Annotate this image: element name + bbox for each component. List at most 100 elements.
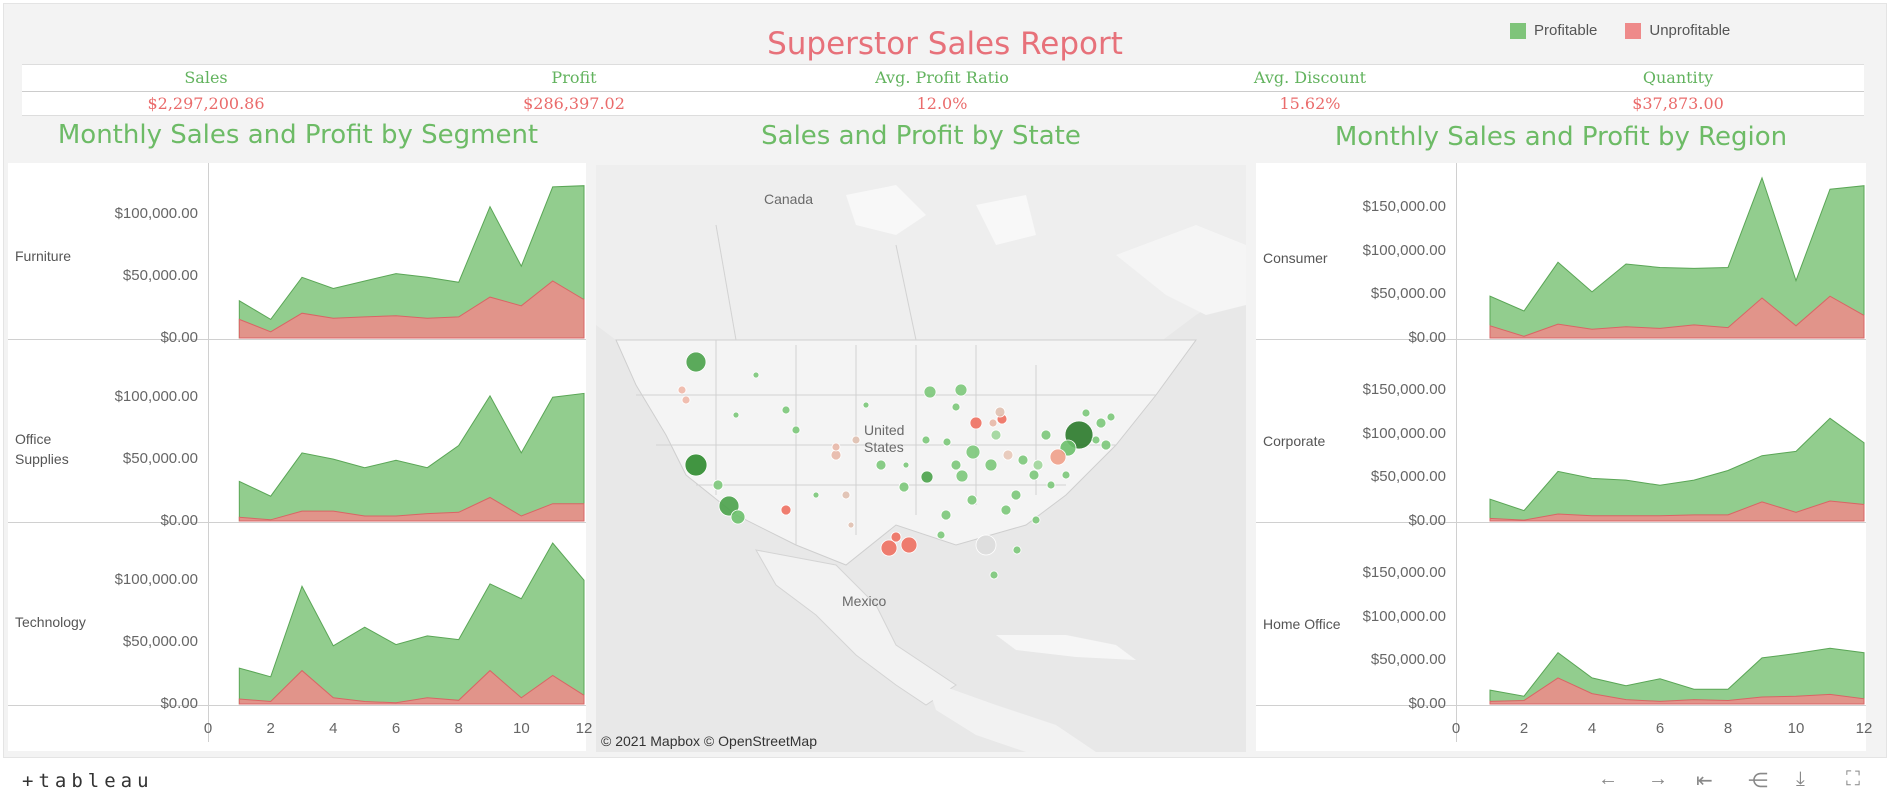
state-marker[interactable] [1032, 459, 1044, 471]
state-marker[interactable] [1095, 417, 1107, 429]
color-legend[interactable]: Profitable Unprofitable [1510, 22, 1730, 39]
state-marker[interactable] [990, 429, 1002, 441]
state-marker[interactable] [1040, 429, 1052, 441]
download-icon[interactable]: ⤓ [1796, 768, 1805, 790]
state-marker[interactable] [965, 444, 981, 460]
state-marker[interactable] [831, 442, 841, 452]
state-marker[interactable] [921, 435, 931, 445]
state-marker[interactable] [851, 435, 861, 445]
tableau-logo[interactable]: +tableau [22, 770, 154, 792]
area-plot[interactable] [8, 163, 586, 742]
state-marker[interactable] [1031, 515, 1041, 525]
state-marker[interactable] [812, 491, 820, 499]
state-marker[interactable] [875, 459, 887, 471]
state-marker[interactable] [677, 385, 687, 395]
state-marker[interactable] [1106, 412, 1116, 422]
area-plot[interactable] [1256, 163, 1866, 742]
kpi-avg-discount[interactable]: Avg. Discount 15.62% [1126, 65, 1494, 113]
state-marker[interactable] [685, 351, 707, 373]
state-marker[interactable] [880, 539, 898, 557]
state-marker[interactable] [780, 504, 792, 516]
fullscreen-icon[interactable]: ⛶ [1846, 768, 1860, 790]
kpi-quantity[interactable]: Quantity $37,873.00 [1494, 65, 1862, 113]
map-attribution[interactable]: © 2021 Mapbox © OpenStreetMap [601, 733, 817, 749]
state-marker[interactable] [969, 416, 983, 430]
state-marker[interactable] [730, 509, 746, 525]
area-unprofitable[interactable] [1489, 677, 1865, 705]
area-plot[interactable] [8, 163, 586, 742]
undo-icon[interactable]: ← [1598, 768, 1618, 790]
area-profitable[interactable] [238, 392, 585, 522]
state-marker[interactable] [847, 521, 855, 529]
state-marker[interactable] [902, 461, 910, 469]
kpi-profit[interactable]: Profit $286,397.02 [390, 65, 758, 113]
state-marker[interactable] [975, 534, 997, 556]
state-marker[interactable] [994, 406, 1006, 418]
legend-item-unprofitable[interactable]: Unprofitable [1625, 22, 1730, 39]
state-marker[interactable] [1012, 545, 1022, 555]
area-unprofitable[interactable] [238, 280, 585, 339]
area-profitable[interactable] [1489, 417, 1865, 522]
share-icon[interactable]: ⋲ [1748, 770, 1768, 792]
state-marker[interactable] [1091, 435, 1101, 445]
row-divider [8, 522, 586, 523]
area-plot[interactable] [1256, 163, 1866, 742]
state-marker[interactable] [936, 530, 946, 540]
area-profitable[interactable] [238, 542, 585, 705]
area-unprofitable[interactable] [1489, 500, 1865, 522]
state-marker[interactable] [732, 411, 740, 419]
state-marker[interactable] [898, 481, 910, 493]
state-map[interactable]: Canada United States Mexico © 2021 Mapbo… [596, 165, 1246, 752]
area-unprofitable[interactable] [238, 496, 585, 522]
state-marker[interactable] [830, 449, 842, 461]
state-marker[interactable] [966, 494, 978, 506]
state-marker[interactable] [1049, 448, 1067, 466]
segment-chart-panel[interactable]: Furniture $0.00 $50,000.00 $100,000.00 Offic… [8, 163, 592, 751]
state-marker[interactable] [1017, 454, 1029, 466]
state-marker[interactable] [781, 405, 791, 415]
legend-item-profitable[interactable]: Profitable [1510, 22, 1597, 39]
state-marker[interactable] [841, 490, 851, 500]
state-marker[interactable] [862, 401, 870, 409]
state-marker[interactable] [923, 385, 937, 399]
state-marker[interactable] [1000, 504, 1012, 516]
state-marker[interactable] [1061, 470, 1071, 480]
state-marker[interactable] [954, 383, 968, 397]
state-marker[interactable] [684, 453, 708, 477]
map-marks[interactable] [596, 165, 1246, 752]
state-marker[interactable] [712, 479, 724, 491]
state-marker[interactable] [942, 437, 952, 447]
redo-icon[interactable]: → [1648, 768, 1668, 790]
state-marker[interactable] [1046, 480, 1056, 490]
y-tick-label: $100,000.00 [1362, 607, 1446, 625]
revert-icon[interactable]: ⇤ [1696, 770, 1713, 792]
area-unprofitable[interactable] [238, 669, 585, 705]
state-marker[interactable] [950, 459, 962, 471]
x-tick-label: 2 [266, 720, 275, 737]
state-marker[interactable] [988, 418, 998, 428]
state-marker[interactable] [752, 371, 760, 379]
state-marker[interactable] [989, 570, 999, 580]
state-marker[interactable] [1100, 439, 1112, 451]
state-marker[interactable] [791, 425, 801, 435]
kpi-avg-profit-ratio[interactable]: Avg. Profit Ratio 12.0% [758, 65, 1126, 113]
region-chart-panel[interactable]: Consumer $0.00 $50,000.00 $100,000.00 $150,0… [1256, 163, 1872, 751]
state-marker[interactable] [681, 395, 691, 405]
area-plot[interactable] [1256, 163, 1866, 742]
state-marker[interactable] [1002, 449, 1014, 461]
legend-label: Profitable [1534, 22, 1598, 39]
state-marker[interactable] [920, 470, 934, 484]
state-marker[interactable] [951, 402, 961, 412]
area-unprofitable[interactable] [1489, 295, 1865, 339]
state-marker[interactable] [1028, 469, 1040, 481]
state-marker[interactable] [955, 469, 969, 483]
state-marker[interactable] [900, 536, 918, 554]
area-plot[interactable] [8, 163, 586, 742]
state-marker[interactable] [1081, 408, 1091, 418]
kpi-sales[interactable]: Sales $2,297,200.86 [22, 65, 390, 113]
area-profitable[interactable] [1489, 176, 1865, 339]
state-marker[interactable] [890, 531, 902, 543]
state-marker[interactable] [984, 458, 998, 472]
state-marker[interactable] [940, 509, 952, 521]
state-marker[interactable] [1010, 489, 1022, 501]
